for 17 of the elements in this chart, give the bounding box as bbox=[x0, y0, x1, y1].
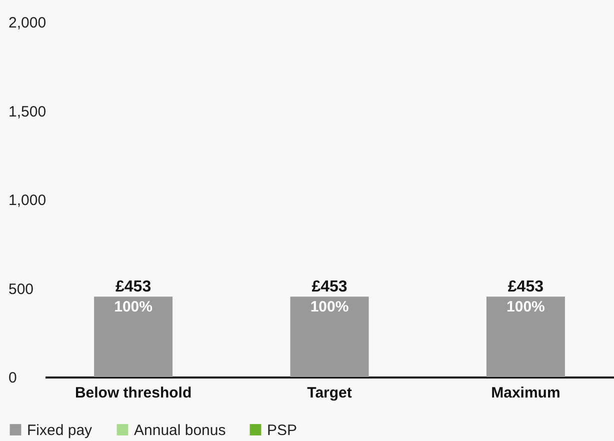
y-tick-label: 500 bbox=[8, 280, 34, 298]
y-tick-label: 1,500 bbox=[8, 103, 46, 120]
x-tick-label: Below threshold bbox=[74, 384, 192, 402]
x-tick-label: Maximum bbox=[491, 384, 560, 402]
annotation: 100% bbox=[310, 298, 349, 316]
legend-label: Annual bonus bbox=[134, 422, 226, 439]
total-label: £453 bbox=[312, 278, 348, 296]
legend-label: Fixed pay bbox=[27, 422, 93, 439]
annotation: 100% bbox=[114, 298, 152, 316]
y-tick-label: 1,000 bbox=[8, 192, 46, 209]
y-tick-label: 0 bbox=[8, 370, 17, 386]
y-tick-label: 2,000 bbox=[8, 14, 46, 32]
total-label: £453 bbox=[115, 278, 152, 296]
legend-label: PSP bbox=[267, 422, 298, 439]
annotation: 100% bbox=[506, 298, 545, 316]
total-label: £453 bbox=[508, 278, 544, 296]
x-tick-label: Target bbox=[307, 384, 352, 402]
